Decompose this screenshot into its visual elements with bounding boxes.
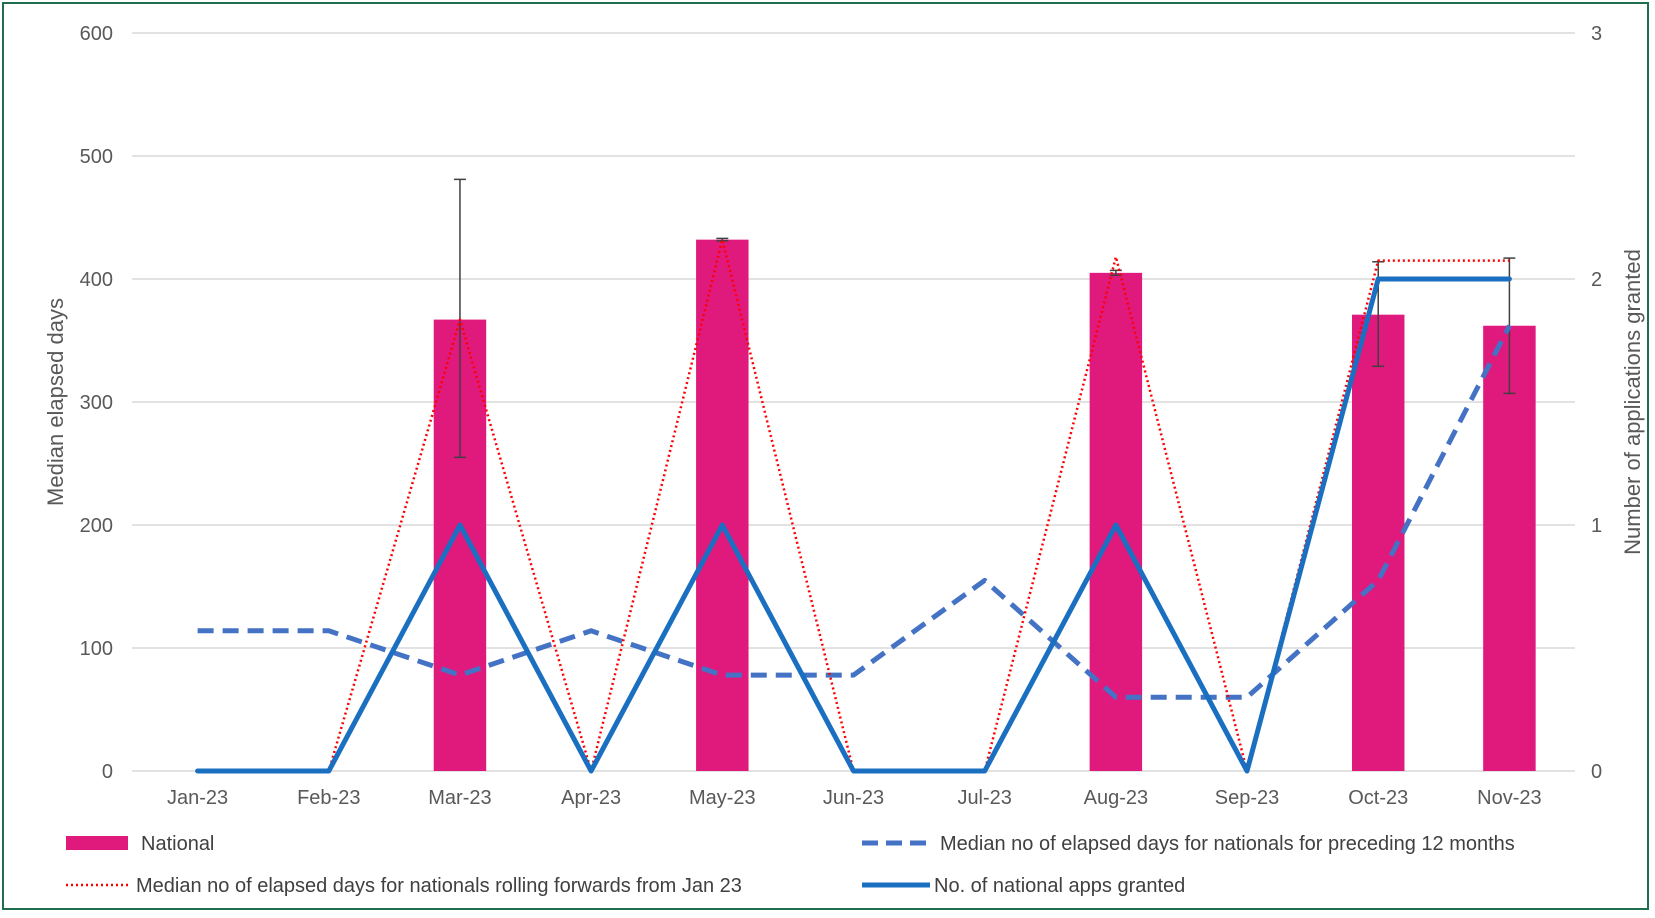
series-line-solid: [195, 276, 1512, 774]
right-axis-ticks: 0 1 2 3: [1591, 23, 1602, 783]
x-tick-label: Oct-23: [1348, 787, 1408, 809]
x-tick-label: Jul-23: [957, 787, 1011, 809]
series-line-dotted: [197, 238, 1510, 773]
x-tick-label: Jun-23: [823, 787, 884, 809]
legend-label-rolling-forwards: Median no of elapsed days for nationals …: [136, 875, 742, 897]
legend-item-preceding-12-months: Median no of elapsed days for nationals …: [862, 833, 1515, 855]
y-axis-title: Median elapsed days: [43, 298, 68, 506]
legend-item-national: National: [66, 833, 214, 855]
series-line-dashed: [197, 324, 1512, 700]
legend: National Median no of elapsed days for n…: [66, 833, 1515, 897]
legend-label-preceding-12-months: Median no of elapsed days for nationals …: [940, 833, 1515, 855]
x-tick-label: May-23: [689, 787, 756, 809]
bars: [433, 239, 1536, 771]
legend-label-national: National: [141, 833, 214, 855]
legend-label-apps-granted: No. of national apps granted: [934, 875, 1185, 897]
legend-item-apps-granted: No. of national apps granted: [862, 875, 1185, 897]
x-tick-label: Nov-23: [1477, 787, 1541, 809]
y-tick-label: 200: [80, 515, 113, 537]
left-axis-ticks: 0 100 200 300 400 500 600: [80, 23, 113, 783]
y-tick-label: 500: [80, 146, 113, 168]
y2-axis-title: Number of applications granted: [1620, 249, 1645, 555]
y2-tick-label: 1: [1591, 515, 1602, 537]
x-tick-label: Aug-23: [1084, 787, 1149, 809]
x-tick-label: Mar-23: [428, 787, 491, 809]
y2-tick-label: 3: [1591, 23, 1602, 45]
y2-tick-label: 0: [1591, 761, 1602, 783]
legend-item-rolling-forwards: Median no of elapsed days for nationals …: [66, 875, 742, 897]
bar: [1483, 325, 1536, 771]
y-tick-label: 400: [80, 269, 113, 291]
y2-tick-label: 2: [1591, 269, 1602, 291]
bar: [696, 239, 749, 771]
y-tick-label: 0: [102, 761, 113, 783]
x-tick-label: Apr-23: [561, 787, 621, 809]
bar: [1089, 272, 1143, 771]
x-tick-label: Jan-23: [167, 787, 228, 809]
legend-swatch-national: [66, 836, 128, 850]
y-tick-label: 100: [80, 638, 113, 660]
x-tick-label: Sep-23: [1215, 787, 1280, 809]
x-axis-ticks: Jan-23 Feb-23 Mar-23 Apr-23 May-23 Jun-23 Jul-…: [167, 787, 1542, 809]
y-tick-label: 300: [80, 392, 113, 414]
series-lines: [195, 238, 1512, 774]
y-tick-label: 600: [80, 23, 113, 45]
x-tick-label: Feb-23: [297, 787, 360, 809]
